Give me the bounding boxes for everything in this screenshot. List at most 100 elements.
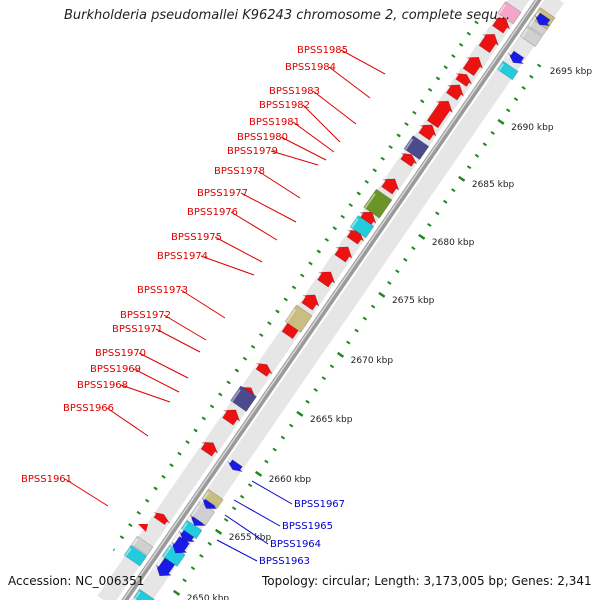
gene-feature[interactable] (519, 26, 543, 47)
gene-feature[interactable] (200, 441, 219, 457)
gene-highlight (225, 459, 232, 467)
gene-feature[interactable] (255, 362, 273, 377)
gene-feature[interactable] (334, 246, 353, 263)
gene-feature[interactable] (478, 33, 499, 54)
gene-feature[interactable] (133, 588, 155, 600)
gene-feature[interactable] (534, 12, 551, 27)
gene-highlight (532, 10, 541, 21)
label-leader (270, 150, 319, 166)
gene-feature[interactable] (230, 385, 257, 412)
tick-mark (412, 110, 417, 115)
gene-label-bpss1964[interactable]: BPSS1964 (270, 539, 321, 550)
gene-feature[interactable] (131, 535, 154, 556)
gene-feature[interactable] (445, 84, 465, 101)
tick-mark (267, 321, 272, 326)
gene-feature[interactable] (202, 488, 224, 509)
tick-mark (466, 31, 472, 36)
tick-mark (209, 404, 215, 409)
tick-mark (280, 435, 286, 440)
gene-highlight (425, 100, 440, 121)
gene-labels[interactable]: BPSS1985 BPSS1984 BPSS1983 BPSS1982 BPSS1981… (21, 45, 348, 567)
gene-label-bpss1973[interactable]: BPSS1973 (137, 285, 188, 296)
gene-highlight (220, 407, 229, 418)
gene-label-bpss1972[interactable]: BPSS1972 (120, 310, 171, 321)
label-leader (200, 255, 255, 276)
gene-label-bpss1967[interactable]: BPSS1967 (294, 499, 345, 510)
tick-mark (259, 333, 264, 338)
gene-label-bpss1982[interactable]: BPSS1982 (259, 100, 310, 111)
gene-label-bpss1976[interactable]: BPSS1976 (187, 207, 238, 218)
tick-mark (250, 344, 256, 349)
label-leader (155, 328, 201, 353)
gene-label-bpss1971[interactable]: BPSS1971 (112, 324, 163, 335)
gene-feature[interactable] (284, 304, 313, 333)
gene-feature[interactable] (180, 519, 203, 540)
gene-feature[interactable] (497, 60, 519, 81)
tick-mark (296, 410, 304, 417)
tick-mark (172, 589, 181, 596)
gene-feature[interactable] (123, 544, 148, 567)
gene-highlight (453, 71, 460, 79)
gene-feature[interactable] (455, 72, 473, 87)
gene-label-bpss1963[interactable]: BPSS1963 (259, 556, 310, 567)
tick-mark (362, 316, 368, 321)
tick-mark (128, 523, 133, 528)
gene-feature[interactable] (155, 557, 176, 577)
gene-highlight (134, 591, 141, 599)
gene-label-bpss1966[interactable]: BPSS1966 (63, 403, 114, 414)
gene-label-bpss1968[interactable]: BPSS1968 (77, 380, 128, 391)
label-leader (224, 514, 269, 545)
gene-feature[interactable] (381, 178, 400, 195)
gene-highlight (528, 19, 535, 27)
gene-label-bpss1980[interactable]: BPSS1980 (237, 132, 288, 143)
gene-feature[interactable] (301, 294, 320, 311)
gene-feature[interactable] (317, 271, 336, 288)
gene-label-bpss1983[interactable]: BPSS1983 (269, 86, 320, 97)
gene-feature[interactable] (363, 188, 393, 219)
tick-mark (119, 535, 125, 540)
gene-label-bpss1969[interactable]: BPSS1969 (90, 364, 141, 375)
gene-label-bpss1978[interactable]: BPSS1978 (214, 166, 265, 177)
gene-feature[interactable] (153, 511, 170, 526)
gene-feature[interactable] (400, 152, 417, 167)
gene-label-bpss1974[interactable]: BPSS1974 (157, 251, 208, 262)
gene-label-bpss1981[interactable]: BPSS1981 (249, 117, 300, 128)
gene-feature[interactable] (426, 100, 453, 129)
gene-feature[interactable] (222, 409, 241, 426)
gene-feature[interactable] (492, 17, 511, 34)
tick-mark (313, 387, 318, 392)
tick-mark (340, 214, 345, 219)
gene-feature[interactable] (190, 501, 216, 526)
gene-label-bpss1970[interactable]: BPSS1970 (95, 348, 146, 359)
gene-label-bpss1979[interactable]: BPSS1979 (227, 146, 278, 157)
gene-label-bpss1977[interactable]: BPSS1977 (197, 188, 248, 199)
gene-feature[interactable] (161, 544, 186, 567)
map-title: Burkholderia pseudomallei K96243 chromos… (64, 8, 511, 23)
gene-feature[interactable] (462, 56, 484, 77)
tick-mark (177, 451, 182, 456)
label-leader (251, 480, 293, 505)
gene-feature[interactable] (346, 229, 365, 245)
gene-highlight (332, 244, 341, 255)
tick-mark (236, 369, 239, 373)
tick-mark (207, 541, 212, 546)
gene-feature[interactable] (418, 124, 437, 141)
gene-label-bpss1975[interactable]: BPSS1975 (171, 232, 222, 243)
gene-highlight (379, 176, 388, 187)
gene-label-bpss1961[interactable]: BPSS1961 (21, 474, 72, 485)
gene-label-bpss1984[interactable]: BPSS1984 (285, 62, 336, 73)
tick-mark (443, 199, 448, 204)
gene-features[interactable] (123, 1, 556, 600)
tick-marks: 2650 kbp 2655 kbp 2660 kbp 2665 kbp 2670 kbp… (112, 20, 592, 600)
gene-feature[interactable] (227, 459, 243, 472)
gene-feature[interactable] (527, 16, 549, 37)
tick-mark (529, 74, 534, 79)
gene-feature[interactable] (507, 50, 525, 65)
gene-highlight (490, 15, 499, 26)
gene-label-bpss1965[interactable]: BPSS1965 (282, 521, 333, 532)
gene-feature[interactable] (497, 1, 522, 25)
gene-label-bpss1985[interactable]: BPSS1985 (297, 45, 348, 56)
gene-feature[interactable] (349, 215, 375, 239)
gene-feature[interactable] (403, 135, 430, 161)
gene-feature[interactable] (138, 524, 148, 532)
